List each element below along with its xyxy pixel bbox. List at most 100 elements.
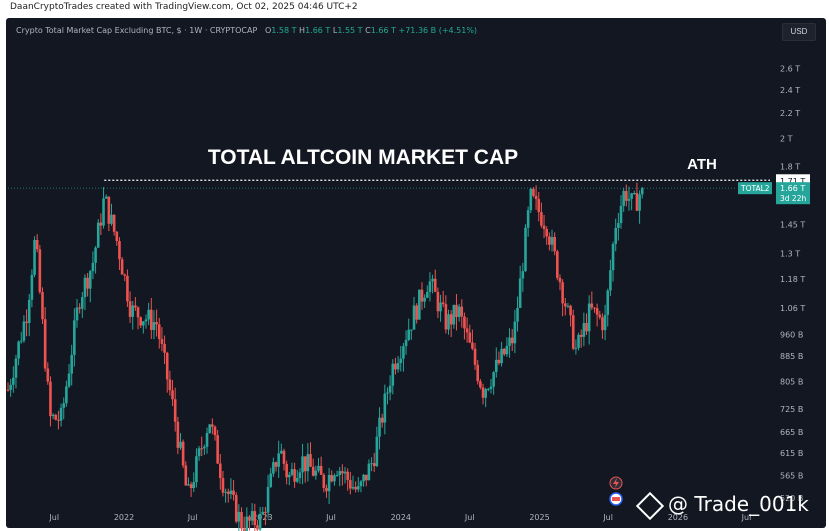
candle-body [327,475,331,492]
candle-body [452,304,456,325]
candle-body [622,191,625,206]
candle-body [436,291,440,312]
candle-body [333,475,336,482]
candle-body [237,511,241,522]
candle-body [338,471,342,476]
candle-body [619,205,623,224]
candle-body [343,471,347,474]
candle-body [500,348,503,364]
candle-body [563,303,567,307]
candle-body [195,456,198,483]
candle-body [476,364,480,382]
candle-body [394,363,397,370]
symbol-tag [738,182,772,195]
y-tick-label: 1.3 T [780,249,800,258]
candle-body [391,363,395,386]
candle-body [617,223,620,228]
candle-body [561,282,564,304]
candle-body [556,251,559,278]
candle-body [606,290,610,315]
candle-body [54,414,58,420]
candle-body [433,278,437,292]
candle-body [529,188,533,211]
y-tick-label: 2 T [780,134,793,143]
candle-body [396,362,400,370]
candle-body [6,389,10,391]
candle-body [70,354,73,374]
candle-body [102,198,105,226]
candle-body [242,528,246,531]
candle-body [566,305,570,307]
candle-body [266,486,270,513]
candle-body [248,516,251,521]
high-value: 1.66 T [305,26,331,35]
candle-body [272,462,275,474]
candle-body [73,320,76,355]
candle-body [290,469,294,475]
ohlc-legend: Crypto Total Market Cap Excluding BTC, $… [16,26,477,35]
symbol-description: Crypto Total Market Cap Excluding BTC, $… [16,26,258,35]
chart-title: TOTAL ALTCOIN MARKET CAP [208,146,518,169]
candle-body [253,511,257,526]
candle-body [468,332,472,343]
candle-body [229,490,233,494]
candle-body [250,511,254,521]
candle-body [386,392,389,394]
candle-body [423,297,426,302]
candle-body [35,240,39,250]
candle-body [152,322,156,330]
candle-body [441,302,445,305]
candle-body [46,368,50,382]
candle-body [322,474,326,488]
candle-body [107,196,111,224]
candle-body [455,304,458,317]
candle-body [59,407,63,421]
candle-body [582,323,586,337]
candle-body [30,274,34,300]
candle-body [311,466,315,476]
x-tick-label: 2022 [114,513,134,522]
watermark: @ Trade_001k [635,491,809,520]
candle-body [505,345,509,355]
x-tick-label: 2026 [668,513,688,522]
candle-body [571,315,575,349]
chart-credit: DaanCryptoTrades created with TradingVie… [10,2,358,12]
candle-body [115,231,119,242]
currency-button[interactable]: USD [782,23,816,41]
candle-body [356,486,360,490]
candle-body [211,424,214,427]
lightning-icon-glyph [613,478,619,488]
y-tick-label: 885 B [780,352,803,361]
candle-body [285,463,288,478]
candle-body [569,305,572,316]
candle-body [380,417,384,423]
candle-body [335,475,339,477]
candle-body [487,388,490,390]
candle-body [465,328,469,333]
x-tick-label: Jul [741,513,752,522]
candle-body [57,419,60,421]
candle-body [25,321,28,323]
candle-body [410,329,413,331]
x-tick-label: Jul [464,513,475,522]
candle-body [163,343,166,353]
close-label: C [365,26,371,35]
candle-body [176,421,180,448]
candle-body [521,271,525,279]
candle-body [625,191,628,201]
y-tick-label: 615 B [780,449,803,458]
candle-body [494,359,498,373]
y-tick-label: 805 B [780,377,803,386]
x-tick-label: 2025 [529,513,549,522]
candle-body [184,465,188,486]
candle-body [611,243,615,271]
y-tick-label: 2.2 T [780,109,800,118]
candle-body [601,317,604,331]
candle-body [579,334,583,337]
candle-body [38,249,42,293]
candle-body [94,247,97,263]
candle-body [375,436,379,467]
candle-body [418,289,421,320]
